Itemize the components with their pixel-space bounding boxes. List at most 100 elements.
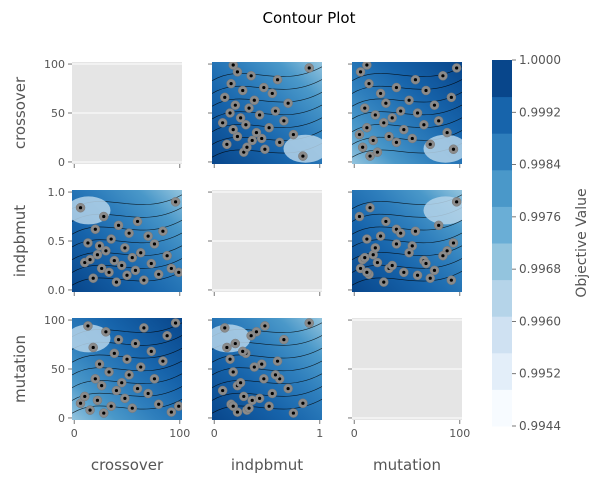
trial-point-center [225, 345, 229, 350]
trial-point-center [169, 266, 173, 271]
trial-point-center [382, 280, 386, 284]
trial-point-center [228, 357, 232, 361]
contour-line [72, 270, 182, 286]
trial-point-center [223, 95, 227, 99]
trial-point-center [247, 106, 251, 110]
ytick-label: 1.0 [48, 186, 66, 199]
trial-point-center [455, 66, 459, 70]
trial-point-center [273, 109, 278, 113]
trial-point-center [301, 401, 305, 405]
trial-point-center [249, 334, 253, 338]
trial-point-center [357, 214, 362, 219]
trial-point-center [358, 266, 363, 271]
trial-point-center [402, 270, 406, 274]
trial-point-center [112, 351, 116, 355]
trial-point-center [428, 142, 432, 146]
trial-point-center [114, 280, 119, 284]
y-axis-label: crossover [11, 76, 29, 149]
trial-point-center [441, 74, 445, 78]
trial-point-center [445, 249, 449, 253]
trial-point-center [165, 334, 169, 338]
trial-point-center [449, 95, 453, 99]
trial-point-center [410, 244, 414, 248]
trial-point-center [260, 136, 264, 141]
trial-point-center [451, 241, 456, 245]
colorbar-band [492, 352, 512, 390]
trial-point-center [250, 398, 254, 402]
panel-indpbmut-vs-indpbmut [208, 190, 322, 296]
trial-point-center [275, 78, 280, 82]
trial-point-center [161, 229, 165, 233]
trial-point-center [254, 330, 259, 334]
trial-point-center [432, 268, 437, 272]
panel-crossover-vs-indpbmut [208, 62, 322, 168]
trial-point-center [250, 138, 254, 143]
trial-point-center [225, 142, 229, 146]
trial-point-center [358, 70, 363, 74]
trial-point-center [437, 119, 441, 123]
trial-point-center [78, 206, 83, 210]
panel-mutation-vs-indpbmut: 0 1 indpbmut [208, 318, 323, 474]
trial-point-center [379, 91, 383, 96]
trial-point-center [361, 145, 365, 149]
trial-point-center [371, 253, 375, 257]
trial-point-center [169, 410, 173, 414]
trial-point-center [228, 111, 232, 115]
trial-point-center [415, 111, 420, 115]
ytick-label: 0.0 [48, 284, 66, 297]
trial-point-center [278, 140, 282, 144]
contour-line [212, 398, 322, 414]
trial-point-center [161, 359, 165, 363]
trial-point-center [254, 130, 259, 135]
ytick-label: 100 [44, 314, 65, 327]
trial-point-center [235, 410, 240, 414]
colorbar-tick-label: 0.9960 [519, 314, 561, 328]
trial-point-center [399, 109, 403, 113]
low-value-region [283, 134, 322, 163]
colorbar-band [492, 60, 512, 98]
xtick-label: 0 [211, 427, 218, 440]
trial-point-center [249, 74, 253, 78]
trial-point-center [267, 126, 271, 130]
contour-line [212, 347, 322, 363]
y-axis-label: mutation [11, 335, 29, 403]
trial-point-center [244, 123, 248, 127]
colorbar-tick-label: 0.9968 [519, 262, 561, 276]
trial-point-center [291, 132, 295, 137]
trial-point-center [263, 147, 267, 151]
contour-line [352, 219, 462, 235]
trial-point-center [373, 113, 377, 117]
trial-point-center [91, 276, 95, 280]
trial-point-center [152, 377, 157, 381]
trial-point-center [100, 384, 104, 388]
trial-point-center [241, 349, 245, 353]
xtick-label: 100 [169, 427, 190, 440]
trial-point-center [97, 244, 102, 248]
trial-point-center [263, 324, 267, 328]
trial-point-center [114, 388, 119, 393]
trial-point-center [286, 101, 290, 105]
trial-point-center [120, 381, 124, 385]
trial-point-center [221, 121, 225, 125]
trial-point-center [157, 402, 161, 406]
trial-point-center [394, 140, 399, 144]
trial-point-center [88, 408, 92, 412]
trial-point-center [445, 130, 449, 135]
trial-point-center [123, 396, 127, 400]
trial-point-center [231, 128, 235, 132]
trial-point-center [146, 234, 150, 238]
trial-point-center [239, 116, 243, 120]
colorbar-tick-label: 0.9952 [519, 367, 561, 381]
trial-point-center [233, 341, 237, 346]
ytick-label: 100 [44, 58, 65, 71]
colorbar-band [492, 316, 512, 354]
trial-point-center [245, 145, 249, 149]
trial-point-center [107, 270, 111, 274]
panel-mutation-vs-mutation: 0 100 mutation [348, 318, 470, 474]
trial-point-center [130, 406, 134, 410]
colorbar-tick-label: 1.0000 [519, 53, 561, 67]
contour-line [72, 219, 182, 235]
xtick-label: 0 [71, 427, 78, 440]
trial-point-center [241, 88, 245, 93]
contour-line [212, 66, 322, 82]
